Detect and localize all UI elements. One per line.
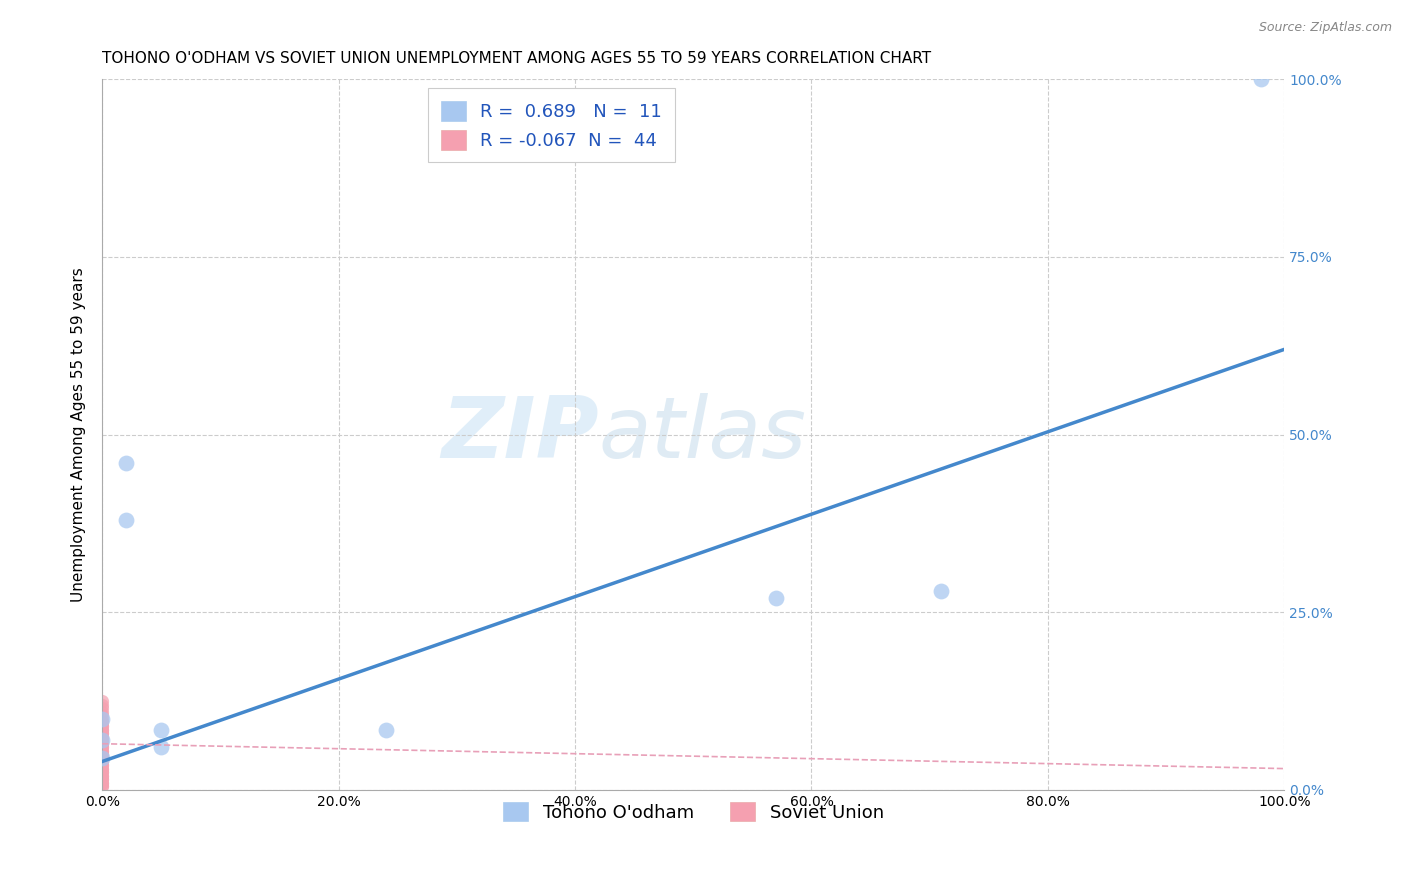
Point — [91, 751, 114, 765]
Point — [91, 765, 114, 780]
Point — [91, 762, 114, 776]
Point — [91, 755, 114, 769]
Point — [91, 715, 114, 730]
Point — [91, 762, 114, 776]
Point — [91, 701, 114, 715]
Point — [91, 769, 114, 783]
Point — [91, 776, 114, 790]
Point — [91, 747, 114, 762]
Text: atlas: atlas — [599, 393, 807, 476]
Point — [91, 780, 114, 794]
Text: Source: ZipAtlas.com: Source: ZipAtlas.com — [1258, 21, 1392, 34]
Point — [115, 513, 138, 527]
Point — [91, 776, 114, 790]
Point — [91, 772, 114, 787]
Point — [91, 705, 114, 719]
Point — [91, 751, 114, 765]
Point — [91, 712, 114, 726]
Point — [91, 780, 114, 794]
Text: ZIP: ZIP — [441, 393, 599, 476]
Point — [150, 740, 173, 755]
Point — [91, 758, 114, 772]
Point — [374, 723, 396, 737]
Point — [91, 712, 114, 726]
Point — [91, 737, 114, 751]
Point — [91, 765, 114, 780]
Point — [91, 715, 114, 730]
Point — [91, 744, 114, 758]
Point — [91, 730, 114, 744]
Point — [91, 755, 114, 769]
Point — [91, 719, 114, 733]
Point — [91, 737, 114, 751]
Point — [91, 719, 114, 733]
Point — [150, 723, 173, 737]
Point — [91, 751, 114, 765]
Text: TOHONO O'ODHAM VS SOVIET UNION UNEMPLOYMENT AMONG AGES 55 TO 59 YEARS CORRELATIO: TOHONO O'ODHAM VS SOVIET UNION UNEMPLOYM… — [103, 51, 931, 66]
Point — [91, 694, 114, 708]
Point — [91, 708, 114, 723]
Point — [91, 698, 114, 712]
Point — [91, 723, 114, 737]
Point — [1250, 72, 1272, 87]
Point — [91, 758, 114, 772]
Point — [91, 733, 114, 747]
Point — [91, 772, 114, 787]
Point — [91, 723, 114, 737]
Point — [765, 591, 787, 605]
Point — [91, 740, 114, 755]
Point — [91, 733, 114, 747]
Point — [115, 456, 138, 470]
Legend: Tohono O'odham, Soviet Union: Tohono O'odham, Soviet Union — [491, 789, 896, 834]
Point — [91, 747, 114, 762]
Point — [91, 726, 114, 740]
Point — [91, 730, 114, 744]
Point — [931, 584, 953, 599]
Point — [91, 726, 114, 740]
Point — [91, 740, 114, 755]
Point — [91, 744, 114, 758]
Y-axis label: Unemployment Among Ages 55 to 59 years: Unemployment Among Ages 55 to 59 years — [72, 268, 86, 602]
Point — [91, 733, 114, 747]
Point — [91, 769, 114, 783]
